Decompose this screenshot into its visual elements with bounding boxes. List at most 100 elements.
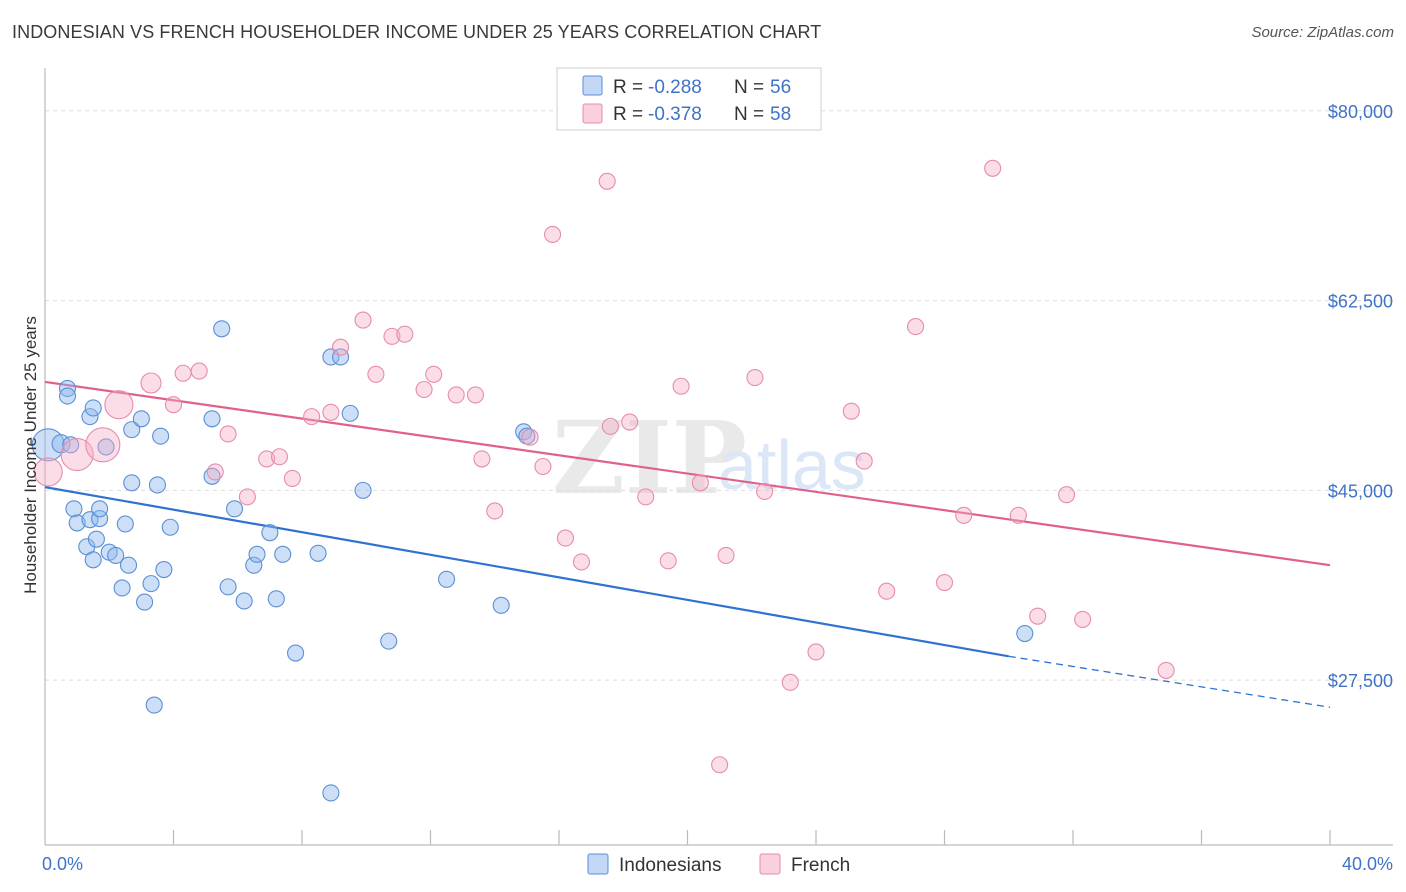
legend-swatch-pink	[582, 103, 603, 124]
point-french	[1058, 486, 1076, 504]
point-french	[258, 450, 276, 468]
point-french	[473, 450, 491, 468]
point-french	[1009, 506, 1027, 524]
point-french	[601, 417, 619, 435]
watermark-atlas: atlas	[718, 426, 866, 504]
point-french	[935, 573, 954, 592]
legend-r-value: -0.378	[648, 104, 702, 125]
legend-swatch-blue	[582, 75, 603, 96]
legend-n-value: 58	[770, 104, 791, 125]
point-indonesians	[287, 644, 305, 662]
legend-swatch-indonesians	[587, 853, 609, 875]
point-indonesians	[123, 474, 141, 492]
legend-label-indonesians: Indonesians	[619, 855, 721, 876]
point-french	[486, 502, 504, 520]
point-french	[396, 325, 414, 343]
watermark: ZIP atlas	[552, 399, 866, 517]
y-tick-label: $27,500	[1328, 671, 1393, 691]
point-indonesians	[123, 421, 141, 439]
point-indonesians	[148, 476, 166, 494]
point-french	[691, 474, 709, 492]
trend-line-indonesians	[44, 486, 1009, 658]
point-french	[283, 469, 301, 487]
point-french	[206, 463, 224, 481]
legend-series: Indonesians French	[587, 853, 850, 876]
point-french	[331, 338, 350, 356]
point-indonesians	[219, 578, 237, 596]
point-french	[104, 390, 134, 420]
point-french	[1157, 661, 1175, 679]
point-indonesians	[116, 515, 134, 533]
point-french	[140, 372, 162, 394]
point-french	[637, 488, 655, 506]
point-indonesians	[87, 530, 105, 548]
point-french	[322, 403, 340, 421]
point-french	[354, 311, 372, 329]
point-french	[521, 428, 539, 446]
legend-swatch-french	[759, 853, 781, 875]
point-french	[383, 327, 401, 345]
point-indonesians	[248, 545, 266, 563]
point-french	[415, 380, 433, 399]
point-french	[1074, 610, 1092, 628]
tick-labels: $80,000 $62,500 $45,000 $27,500 0.0% 40.0%	[42, 102, 1393, 874]
point-indonesians	[245, 556, 263, 574]
point-indonesians	[438, 570, 456, 588]
legend-label-french: French	[791, 855, 850, 876]
point-french	[659, 552, 677, 570]
point-indonesians	[341, 404, 359, 422]
point-french	[711, 756, 729, 774]
point-indonesians	[119, 556, 138, 574]
point-indonesians	[380, 632, 398, 650]
point-french	[672, 377, 690, 395]
point-indonesians	[81, 408, 99, 426]
point-indonesians	[91, 500, 109, 518]
point-indonesians	[155, 560, 173, 579]
point-indonesians	[65, 500, 83, 518]
point-indonesians	[68, 514, 86, 532]
point-french	[746, 369, 764, 387]
point-french	[238, 488, 256, 506]
point-indonesians	[58, 387, 77, 405]
y-tick-label: $80,000	[1328, 102, 1393, 122]
point-french	[466, 386, 485, 404]
point-french	[60, 438, 94, 472]
point-french	[534, 457, 552, 476]
point-french	[425, 365, 443, 383]
point-indonesians	[274, 545, 292, 563]
legend-n-label: N =	[734, 77, 764, 98]
y-axis-label: Householder Income Under 25 years	[21, 316, 40, 594]
trend-line-french	[44, 380, 1331, 567]
y-tick-label: $62,500	[1328, 292, 1393, 312]
point-french	[270, 448, 289, 466]
legend-r-label: R =	[613, 104, 643, 125]
point-indonesians	[142, 575, 160, 593]
point-french	[878, 582, 896, 600]
y-tick-label: $45,000	[1328, 481, 1393, 501]
axes	[44, 68, 1393, 846]
point-french	[984, 159, 1002, 177]
point-indonesians	[84, 551, 102, 569]
trend-lines	[44, 380, 1331, 708]
trend-line-indonesians-extension	[1008, 655, 1331, 708]
legend-stats: R = -0.288 N = 56 R = -0.378 N = 58	[556, 67, 822, 131]
point-indonesians	[267, 590, 285, 608]
point-indonesians	[62, 436, 80, 454]
point-indonesians	[113, 579, 131, 597]
point-french	[781, 673, 799, 691]
point-french	[164, 396, 183, 414]
point-french	[447, 386, 465, 404]
point-french	[544, 225, 562, 243]
point-indonesians	[225, 500, 244, 518]
point-indonesians	[354, 481, 372, 499]
point-french	[598, 172, 616, 190]
point-indonesians	[84, 399, 102, 417]
point-french	[190, 362, 208, 380]
source-credit: Source: ZipAtlas.com	[1251, 24, 1394, 41]
point-indonesians	[132, 410, 150, 428]
point-indonesians	[152, 427, 170, 445]
data-points	[31, 159, 1175, 802]
point-indonesians	[261, 524, 279, 542]
point-indonesians	[492, 596, 510, 614]
